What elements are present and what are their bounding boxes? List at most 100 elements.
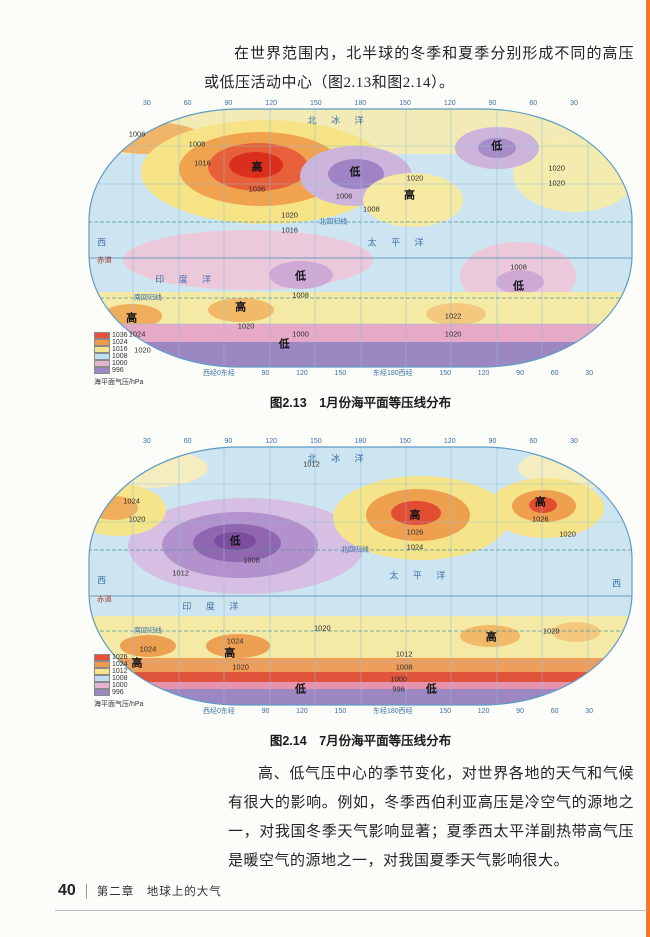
tropic-of-capricorn-label: 南回归线 xyxy=(133,294,162,302)
legend-entry: 1016 xyxy=(94,346,143,353)
australian-high-label: 高 xyxy=(235,301,247,314)
longitude-tick: 90 xyxy=(224,99,233,107)
longitude-tick: 150 xyxy=(309,437,322,445)
legend-swatch xyxy=(94,332,110,339)
legend-value: 1016 xyxy=(112,346,128,353)
pressure-fields xyxy=(89,109,632,367)
footer-rule xyxy=(55,910,647,911)
equator-label: 赤道 xyxy=(96,594,112,604)
map-label: 1012 xyxy=(395,649,413,659)
north-america-high-label: 高 xyxy=(404,189,416,202)
legend-entry: 1012 xyxy=(94,668,143,675)
map-label: 1006 xyxy=(128,129,146,139)
longitude-tick: 120 xyxy=(477,707,490,715)
longitude-tick: 90 xyxy=(516,707,524,715)
longitude-tick: 30 xyxy=(143,99,151,107)
longitude-tick: 30 xyxy=(570,99,578,107)
legend-entry: 1026 xyxy=(94,654,143,661)
longitude-tick: 120 xyxy=(265,437,277,445)
map-label: 1024 xyxy=(123,495,140,505)
map-label: 1026 xyxy=(406,527,424,537)
longitude-tick: 150 xyxy=(399,437,411,445)
legend-entry: 1024 xyxy=(94,661,143,668)
map-label: 1024 xyxy=(139,644,157,654)
longitude-tick: 60 xyxy=(529,99,538,107)
longitude-tick: 180 xyxy=(354,437,367,445)
longitude-tick: 150 xyxy=(334,369,347,377)
pressure-fields xyxy=(89,447,632,705)
map-label: 1020 xyxy=(559,529,576,539)
map-label: 1008 xyxy=(363,204,380,214)
longitude-tick: 150 xyxy=(399,99,411,107)
longitude-tick: 30 xyxy=(570,437,578,445)
map-label: 1020 xyxy=(314,623,331,633)
longitude-tick: 150 xyxy=(439,369,452,377)
map-label: 1008 xyxy=(292,290,309,300)
map-label: 1008 xyxy=(510,261,527,271)
tropic-of-capricorn-label: 南回归线 xyxy=(133,627,162,635)
longitude-tick: 西经0东经 xyxy=(203,370,235,377)
map-label: 1016 xyxy=(281,225,298,235)
map-legend: 1036 1024 1016 1008 1000 996 海平面气压/hPa xyxy=(94,332,143,387)
longitude-tick: 西经0东经 xyxy=(203,708,235,715)
figure-2-13-caption: 图2.13 1月份海平面等压线分布 xyxy=(269,396,452,410)
map-label: 1000 xyxy=(390,673,407,683)
equatorial-low-label: 低 xyxy=(295,270,307,283)
map-label: 1020 xyxy=(134,345,151,355)
tropic-of-cancer-label: 北回归线 xyxy=(319,218,348,226)
map-label: 1024 xyxy=(406,542,424,552)
south-indian-high-label: 高 xyxy=(131,657,143,670)
legend-entry: 1000 xyxy=(94,360,143,367)
subpolar-low-label: 低 xyxy=(425,683,437,696)
legend-swatch xyxy=(94,654,110,661)
figure-2-14-caption: 图2.14 7月份海平面等压线分布 xyxy=(269,734,452,748)
longitude-tick: 150 xyxy=(439,707,452,715)
graticule xyxy=(89,447,632,705)
page-footer: 40 第二章 地球上的大气 xyxy=(58,882,222,900)
map-legend: 1026 1024 1012 1008 1000 996 海平面气压/hPa xyxy=(94,654,143,709)
west-label: 西 xyxy=(97,575,107,586)
chapter-title: 第二章 地球上的大气 xyxy=(96,886,222,898)
map-label: 1016 xyxy=(194,157,211,167)
longitude-tick: 120 xyxy=(296,369,308,377)
legend-entries: 1026 1024 1012 1008 1000 996 xyxy=(94,654,143,696)
longitude-tick: 90 xyxy=(488,437,497,445)
legend-value: 996 xyxy=(112,367,124,374)
pacific-ocean-label: 太 平 洋 xyxy=(389,570,452,581)
map-label: 1020 xyxy=(406,173,424,183)
map-label: 1000 xyxy=(292,329,309,339)
legend-value: 996 xyxy=(112,689,124,696)
map-label: 1012 xyxy=(172,568,189,578)
legend-entry: 1008 xyxy=(94,353,143,360)
longitude-tick: 60 xyxy=(529,437,538,445)
longitude-tick: 60 xyxy=(183,99,192,107)
january-map-graphic xyxy=(88,108,633,368)
map-label: 1020 xyxy=(128,514,146,524)
map-label: 1020 xyxy=(237,321,255,331)
legend-title: 海平面气压/hPa xyxy=(94,379,144,386)
longitude-tick: 60 xyxy=(550,369,559,377)
page-edge-strip xyxy=(646,0,650,937)
legend-swatch xyxy=(94,668,110,675)
west-label: 西 xyxy=(97,237,107,248)
longitude-tick: 150 xyxy=(309,99,322,107)
longitude-tick: 120 xyxy=(443,99,456,107)
map-label: 1026 xyxy=(532,514,549,524)
longitude-tick: 180 xyxy=(354,99,367,107)
longitude-tick: 150 xyxy=(334,707,347,715)
south-america-low-label: 低 xyxy=(513,280,525,293)
legend-swatch xyxy=(94,360,110,367)
graticule xyxy=(89,109,632,367)
map-label: 1012 xyxy=(303,459,320,469)
atlantic-high-label: 高 xyxy=(534,496,546,509)
longitude-ticks-top: 30 60 90 120 150 180 150 120 90 60 30 xyxy=(88,436,633,446)
legend-value: 1036 xyxy=(112,332,128,339)
icelandic-low-label: 低 xyxy=(491,140,503,153)
arctic-ocean-label: 北 冰 洋 xyxy=(307,115,370,126)
subpolar-low-label: 低 xyxy=(295,683,307,696)
south-pacific-high-label: 高 xyxy=(485,631,497,644)
longitude-tick: 60 xyxy=(550,707,559,715)
longitude-tick: 120 xyxy=(477,369,490,377)
indian-ocean-label: 印 度 洋 xyxy=(155,274,218,285)
